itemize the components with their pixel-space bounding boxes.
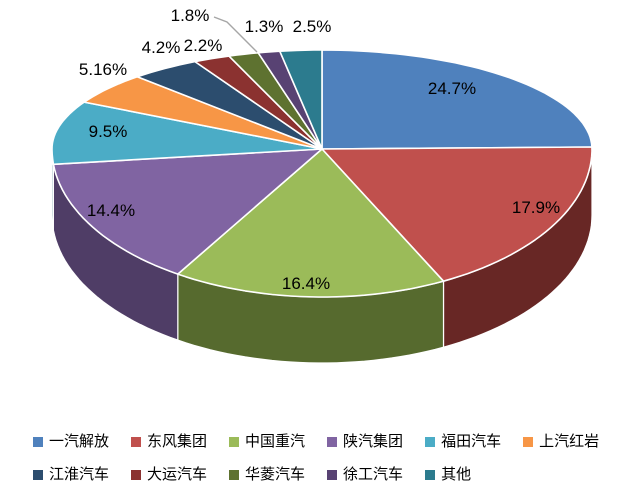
legend-item-中国重汽: 中国重汽 [229,433,305,451]
chart-legend: 一汽解放 东风集团 中国重汽 陕汽集团 福田汽车 上汽红岩江淮汽车 大运汽车 华菱汽车 徐工汽车… [33,433,623,484]
slice-label-中国重汽: 16.4% [282,274,330,293]
legend-row: 江淮汽车 大运汽车 华菱汽车 徐工汽车 其他 [33,466,623,484]
legend-item-江淮汽车: 江淮汽车 [33,466,109,484]
pie-slice-一汽解放 [321,49,593,150]
legend-swatch-icon [523,437,534,447]
slice-label-徐工汽车: 1.3% [245,17,284,36]
legend-label: 大运汽车 [147,466,208,483]
slice-label-华菱汽车: 1.8% [171,6,210,25]
slice-label-大运汽车: 2.2% [184,36,223,55]
legend-swatch-icon [229,437,240,447]
label-leader-line [213,16,258,53]
pie-slice-江淮汽车 [136,60,323,150]
legend-label: 徐工汽车 [343,466,404,483]
legend-label: 福田汽车 [441,433,502,450]
legend-swatch-icon [229,470,240,480]
pie-chart: 24.7% 17.9% 16.4% 14.4% 9.5% 5.16% 4.2% 2.2% 1.8… [51,6,593,364]
legend-label: 江淮汽车 [49,466,110,483]
slice-label-东风集团: 17.9% [512,198,560,217]
legend-swatch-icon [33,437,43,447]
legend-swatch-icon [33,470,43,480]
pie-slice-福田汽车 [51,101,323,166]
legend-label: 上汽红岩 [539,433,600,450]
slice-label-福田汽车: 9.5% [89,122,128,141]
pie-slice-中国重汽 [177,148,445,298]
legend-label: 其他 [441,466,472,483]
slice-label-上汽红岩: 5.16% [79,60,127,79]
pie-slice-其他 [279,49,323,150]
slice-label-一汽解放: 24.7% [428,79,476,98]
legend-item-一汽解放: 一汽解放 [33,433,109,451]
legend-item-陕汽集团: 陕汽集团 [327,433,403,451]
legend-label: 中国重汽 [245,433,306,450]
legend-swatch-icon [131,470,142,480]
pie-slice-陕汽集团 [52,148,323,275]
slice-label-其他: 2.5% [293,17,332,36]
legend-label: 一汽解放 [49,433,110,450]
legend-item-其他: 其他 [425,466,471,484]
slice-label-江淮汽车: 4.2% [142,38,181,57]
legend-label: 华菱汽车 [245,466,306,483]
legend-label: 陕汽集团 [343,433,404,450]
legend-swatch-icon [425,437,436,447]
legend-swatch-icon [425,470,436,480]
pie-slice-东风集团 [321,146,593,282]
pie-slice-上汽红岩 [83,76,323,150]
legend-item-上汽红岩: 上汽红岩 [523,433,599,451]
legend-swatch-icon [131,437,142,447]
legend-label: 东风集团 [147,433,208,450]
legend-item-东风集团: 东风集团 [131,433,207,451]
legend-item-大运汽车: 大运汽车 [131,466,207,484]
legend-swatch-icon [327,470,338,480]
legend-item-徐工汽车: 徐工汽车 [327,466,403,484]
slice-label-陕汽集团: 14.4% [87,201,135,220]
legend-swatch-icon [327,437,338,447]
legend-item-华菱汽车: 华菱汽车 [229,466,305,484]
legend-row: 一汽解放 东风集团 中国重汽 陕汽集团 福田汽车 上汽红岩 [33,433,623,451]
legend-item-福田汽车: 福田汽车 [425,433,501,451]
